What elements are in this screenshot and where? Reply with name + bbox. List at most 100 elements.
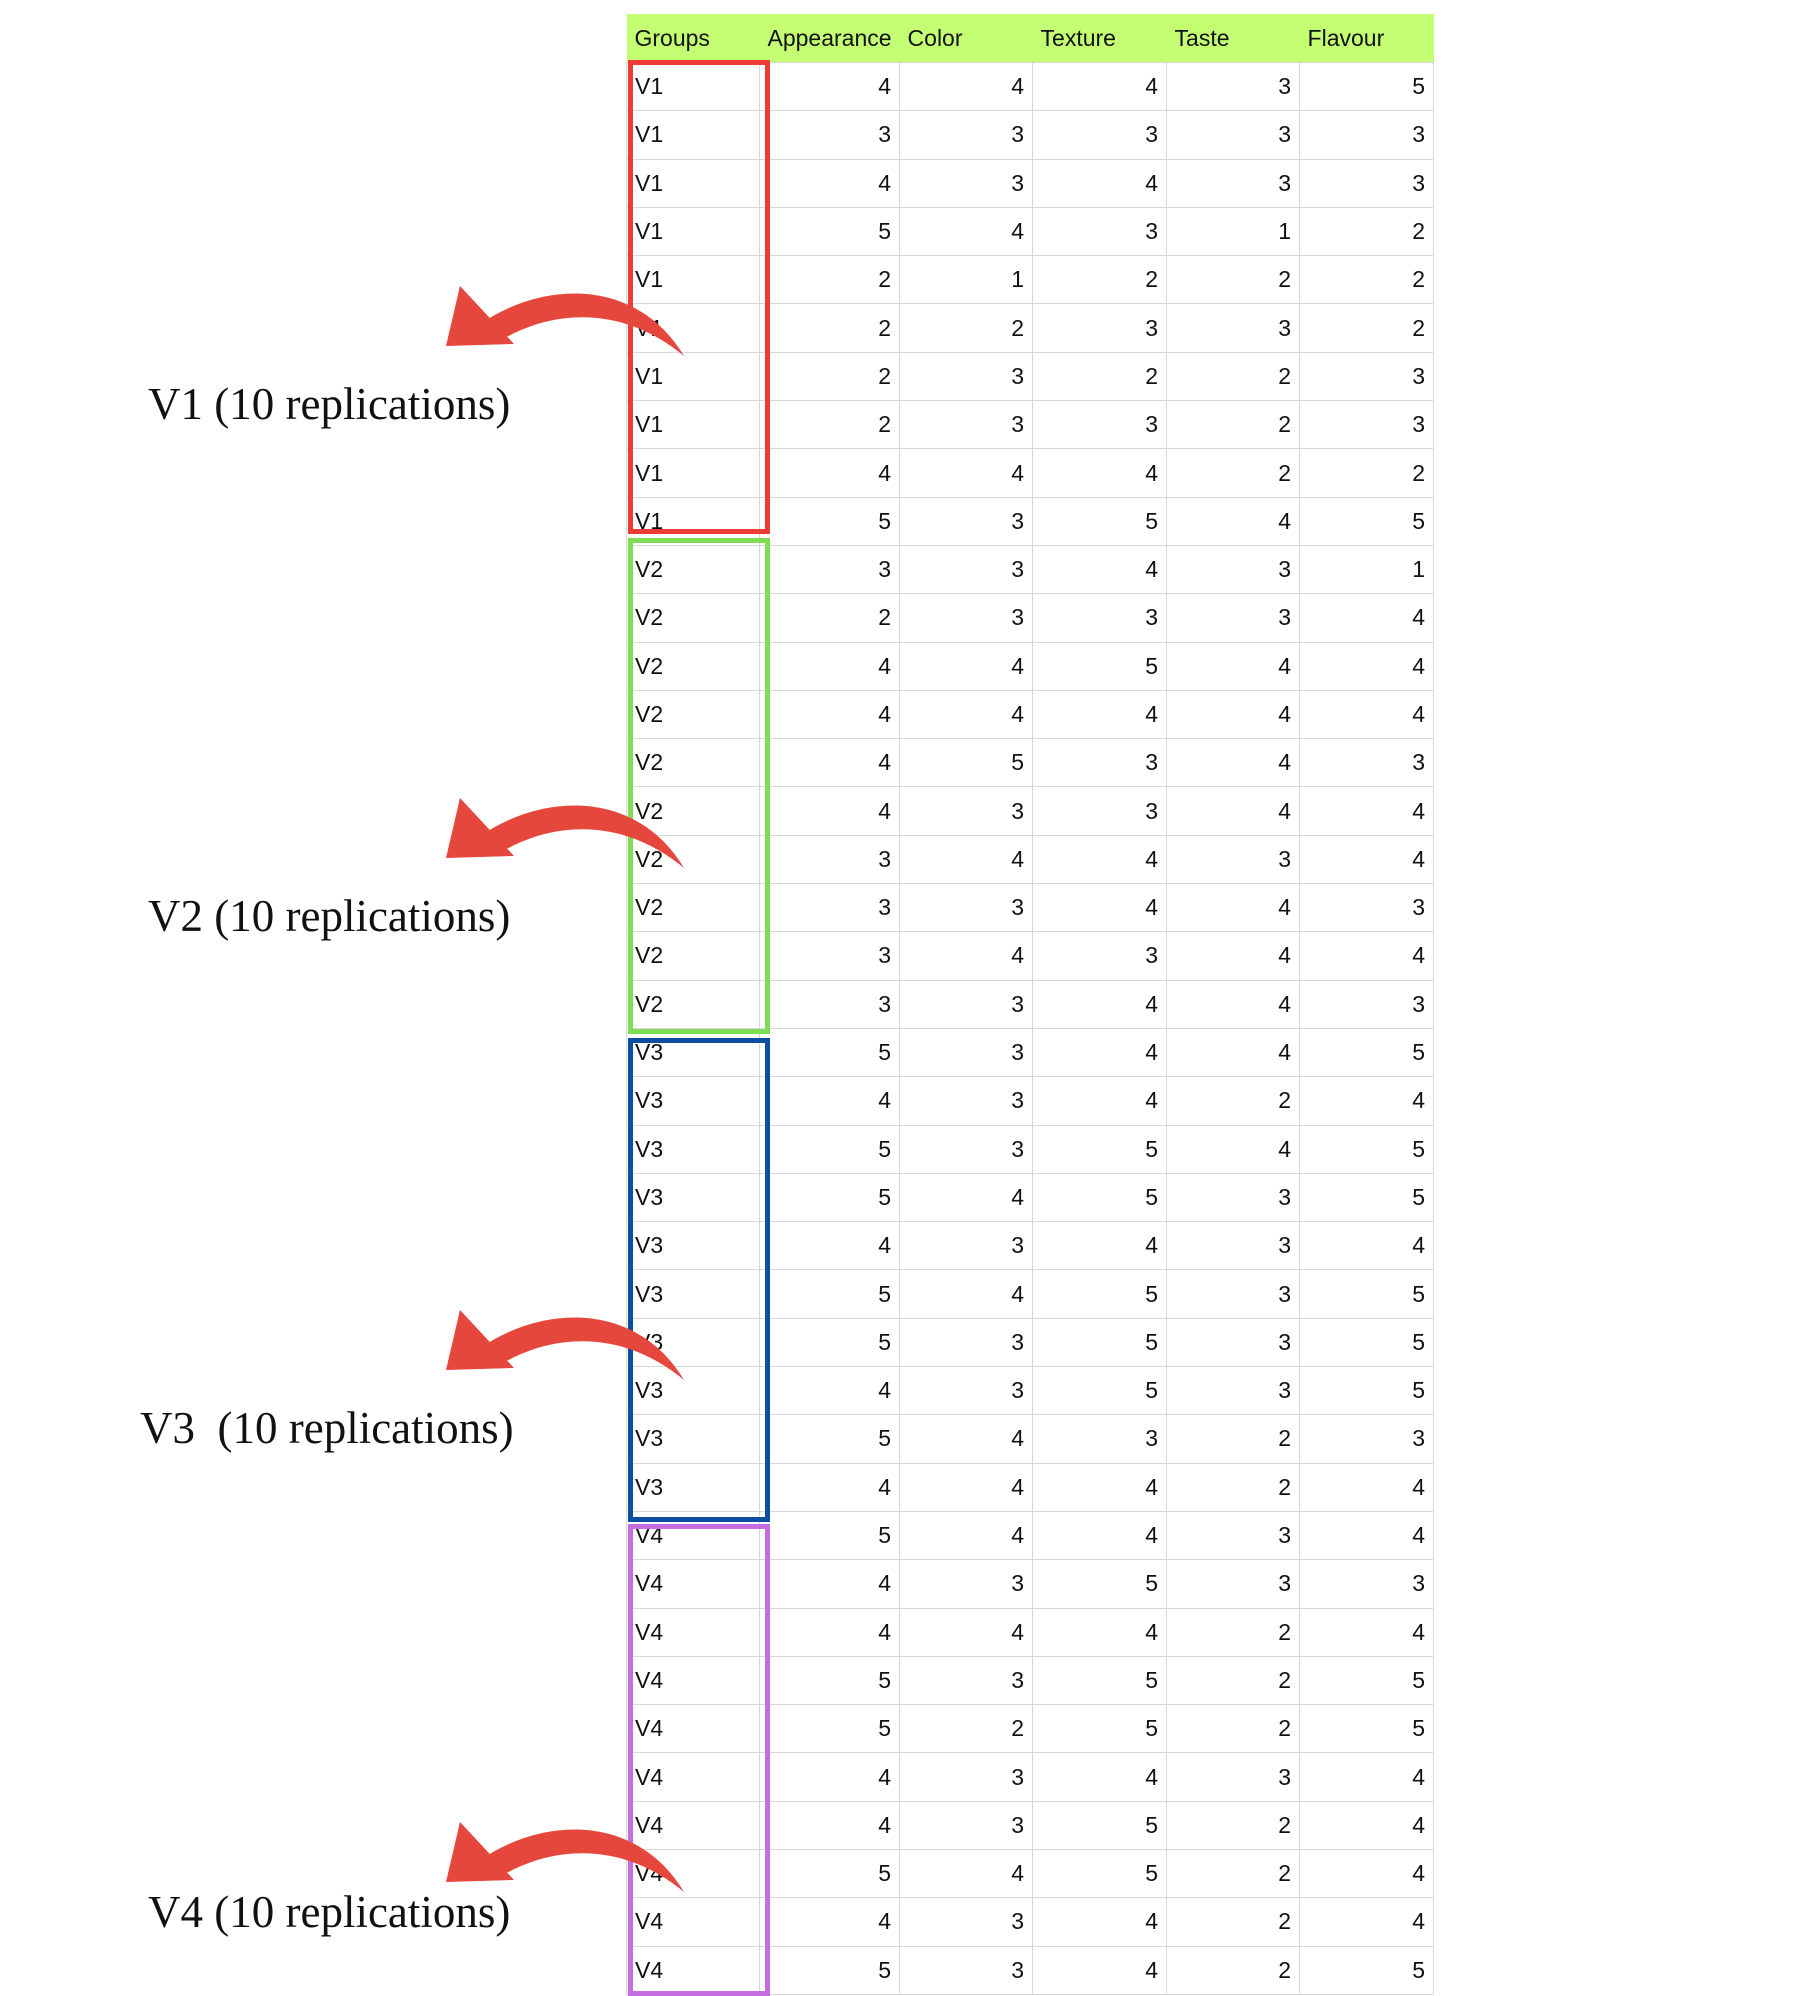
score-cell[interactable]: 5 [758, 496, 901, 546]
header-appearance[interactable]: Appearance [759, 14, 900, 63]
score-cell[interactable]: 4 [1299, 931, 1435, 981]
score-cell[interactable]: 4 [899, 931, 1034, 981]
score-cell[interactable]: 4 [899, 61, 1034, 112]
score-cell[interactable]: 3 [899, 1124, 1034, 1174]
score-cell[interactable]: 4 [1166, 738, 1301, 788]
score-cell[interactable]: 5 [1299, 1317, 1435, 1368]
group-cell[interactable]: V1 [626, 61, 760, 112]
score-cell[interactable]: 3 [899, 1559, 1034, 1609]
score-cell[interactable]: 5 [758, 206, 901, 257]
score-cell[interactable]: 3 [1032, 738, 1168, 788]
score-cell[interactable]: 4 [1299, 1752, 1435, 1802]
group-cell[interactable]: V1 [626, 400, 760, 450]
score-cell[interactable]: 5 [1299, 1366, 1435, 1416]
group-cell[interactable]: V3 [626, 1414, 760, 1464]
group-cell[interactable]: V4 [626, 1704, 760, 1754]
group-cell[interactable]: V4 [626, 1752, 760, 1802]
score-cell[interactable]: 5 [1032, 1366, 1168, 1416]
score-cell[interactable]: 3 [758, 883, 901, 933]
score-cell[interactable]: 2 [1166, 1655, 1301, 1706]
group-cell[interactable]: V3 [626, 1027, 760, 1078]
score-cell[interactable]: 5 [1032, 496, 1168, 546]
score-cell[interactable]: 3 [1166, 544, 1301, 595]
group-cell[interactable]: V2 [626, 593, 760, 643]
score-cell[interactable]: 4 [1166, 496, 1301, 546]
score-cell[interactable]: 4 [1032, 544, 1168, 595]
score-cell[interactable]: 2 [1166, 400, 1301, 450]
score-cell[interactable]: 3 [1299, 110, 1435, 160]
score-cell[interactable]: 3 [899, 351, 1034, 402]
score-cell[interactable]: 3 [1299, 979, 1435, 1029]
group-cell[interactable]: V1 [626, 448, 760, 498]
score-cell[interactable]: 3 [1166, 834, 1301, 885]
group-cell[interactable]: V4 [626, 1655, 760, 1706]
score-cell[interactable]: 4 [1299, 1800, 1435, 1850]
score-cell[interactable]: 3 [1299, 738, 1435, 788]
score-cell[interactable]: 2 [1166, 448, 1301, 498]
score-cell[interactable]: 5 [1299, 1027, 1435, 1078]
score-cell[interactable]: 3 [899, 593, 1034, 643]
score-cell[interactable]: 5 [758, 1027, 901, 1078]
score-cell[interactable]: 5 [1032, 1559, 1168, 1609]
score-cell[interactable]: 4 [758, 61, 901, 112]
score-cell[interactable]: 3 [899, 979, 1034, 1029]
score-cell[interactable]: 4 [899, 206, 1034, 257]
score-cell[interactable]: 4 [1032, 448, 1168, 498]
score-cell[interactable]: 2 [1299, 206, 1435, 257]
score-cell[interactable]: 4 [899, 1462, 1034, 1512]
score-cell[interactable]: 4 [1299, 1462, 1435, 1512]
score-cell[interactable]: 4 [899, 1607, 1034, 1657]
score-cell[interactable]: 5 [1299, 61, 1435, 112]
score-cell[interactable]: 4 [1166, 641, 1301, 691]
score-cell[interactable]: 2 [758, 351, 901, 402]
group-cell[interactable]: V2 [626, 979, 760, 1029]
score-cell[interactable]: 5 [1032, 641, 1168, 691]
score-cell[interactable]: 4 [1032, 1752, 1168, 1802]
score-cell[interactable]: 4 [758, 448, 901, 498]
score-cell[interactable]: 3 [1166, 61, 1301, 112]
score-cell[interactable]: 5 [1299, 1269, 1435, 1319]
score-cell[interactable]: 3 [1032, 593, 1168, 643]
score-cell[interactable]: 3 [1166, 158, 1301, 208]
score-cell[interactable]: 4 [1032, 689, 1168, 740]
score-cell[interactable]: 5 [1032, 1172, 1168, 1223]
score-cell[interactable]: 3 [899, 1366, 1034, 1416]
score-cell[interactable]: 4 [899, 1414, 1034, 1464]
group-cell[interactable]: V3 [626, 1076, 760, 1126]
score-cell[interactable]: 3 [1032, 400, 1168, 450]
group-cell[interactable]: V3 [626, 1124, 760, 1174]
group-cell[interactable]: V1 [626, 255, 760, 305]
score-cell[interactable]: 4 [1166, 883, 1301, 933]
score-cell[interactable]: 5 [758, 1317, 901, 1368]
score-cell[interactable]: 4 [1032, 1027, 1168, 1078]
score-cell[interactable]: 3 [758, 979, 901, 1029]
group-cell[interactable]: V4 [626, 1510, 760, 1561]
score-cell[interactable]: 3 [899, 544, 1034, 595]
score-cell[interactable]: 3 [899, 110, 1034, 160]
score-cell[interactable]: 4 [1032, 1510, 1168, 1561]
score-cell[interactable]: 3 [1032, 206, 1168, 257]
score-cell[interactable]: 5 [1299, 1172, 1435, 1223]
score-cell[interactable]: 4 [758, 689, 901, 740]
score-cell[interactable]: 2 [1166, 1945, 1301, 1995]
header-taste[interactable]: Taste [1166, 14, 1300, 63]
score-cell[interactable]: 5 [758, 1510, 901, 1561]
score-cell[interactable]: 4 [1299, 1607, 1435, 1657]
score-cell[interactable]: 2 [1166, 1462, 1301, 1512]
score-cell[interactable]: 2 [899, 303, 1034, 353]
score-cell[interactable]: 4 [1032, 883, 1168, 933]
score-cell[interactable]: 3 [1032, 110, 1168, 160]
score-cell[interactable]: 5 [1299, 1655, 1435, 1706]
score-cell[interactable]: 1 [1166, 206, 1301, 257]
score-cell[interactable]: 5 [1299, 1945, 1435, 1995]
score-cell[interactable]: 5 [1032, 1269, 1168, 1319]
score-cell[interactable]: 3 [1166, 110, 1301, 160]
score-cell[interactable]: 5 [899, 738, 1034, 788]
score-cell[interactable]: 4 [1299, 1510, 1435, 1561]
score-cell[interactable]: 3 [1166, 1172, 1301, 1223]
group-cell[interactable]: V3 [626, 1462, 760, 1512]
score-cell[interactable]: 3 [899, 400, 1034, 450]
score-cell[interactable]: 4 [758, 158, 901, 208]
score-cell[interactable]: 2 [758, 255, 901, 305]
header-groups[interactable]: Groups [626, 14, 760, 63]
